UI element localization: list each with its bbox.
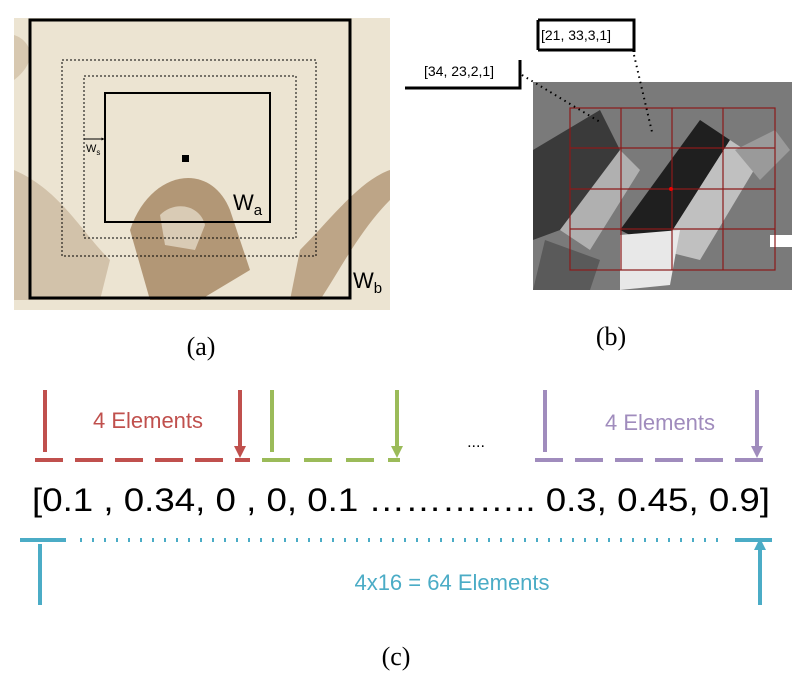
ellipsis: .... — [467, 434, 485, 451]
panel-b-image — [533, 82, 792, 290]
callout: [34, 23,2,1] — [424, 63, 494, 79]
caption-c: (c) — [382, 642, 411, 671]
group-label: 4 Elements — [93, 408, 203, 433]
total-label: 4x16 = 64 Elements — [354, 570, 549, 595]
vector: [0.1 , 0.34, 0 , 0, 0.1 ………….. 0.3, 0.45… — [32, 482, 770, 518]
callout: [21, 33,3,1] — [541, 27, 611, 43]
caption-a: (a) — [187, 332, 216, 361]
caption-b: (b) — [596, 322, 626, 351]
figure: Ws Wa Wb (a) [34, 23,2,1] [21, 33,3,1] (… — [0, 0, 792, 673]
panel-a-image — [14, 18, 390, 310]
group-label: 4 Elements — [605, 410, 715, 435]
